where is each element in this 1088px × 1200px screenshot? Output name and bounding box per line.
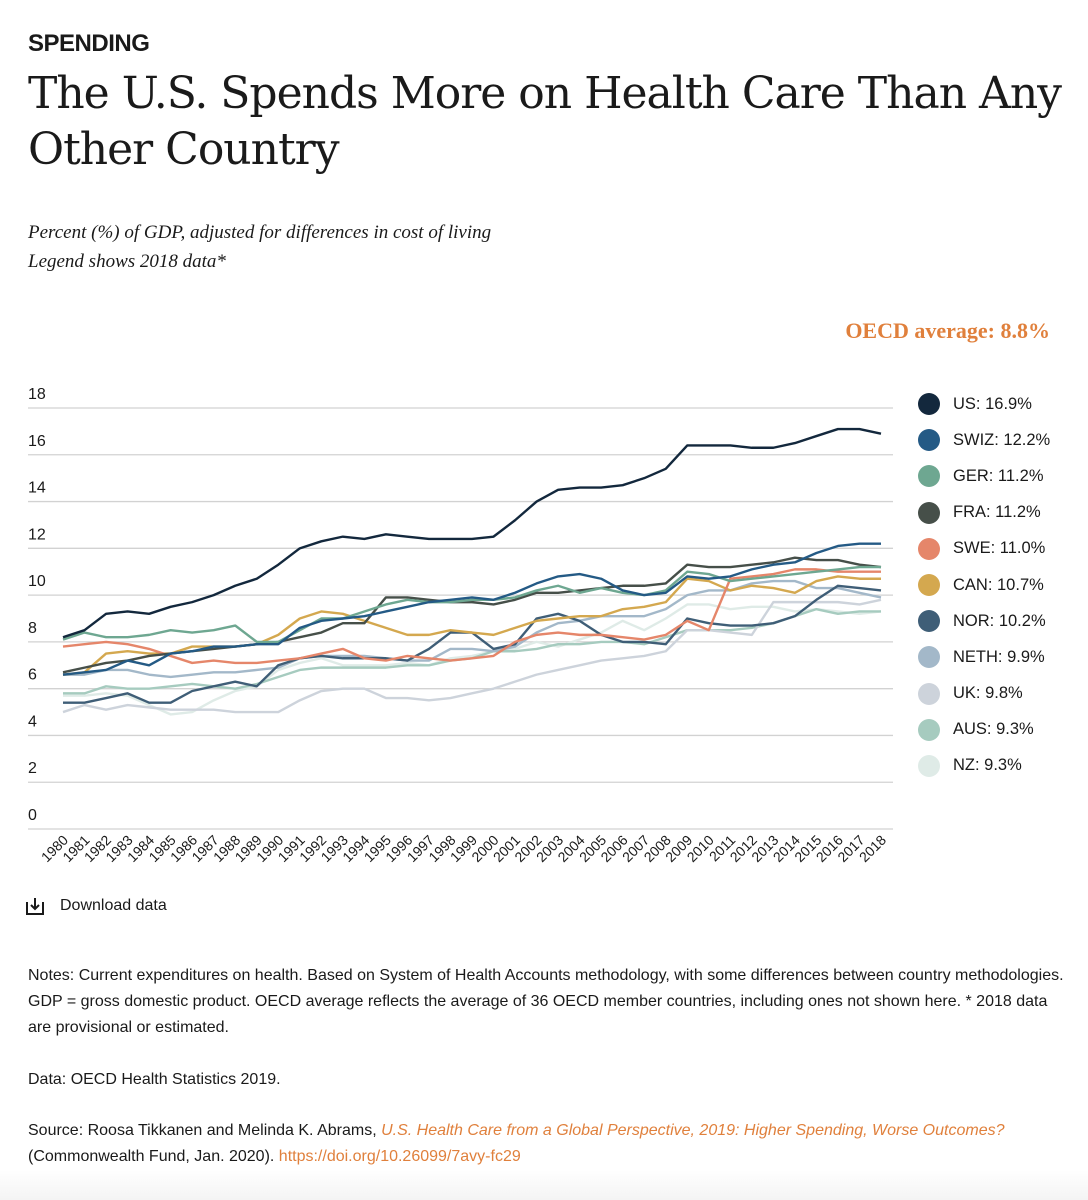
legend-swatch (918, 610, 940, 633)
chart-subtitle: Percent (%) of GDP, adjusted for differe… (28, 222, 492, 243)
series-line-us (62, 427, 882, 639)
legend-swatch (918, 646, 940, 669)
y-tick-label: 4 (28, 713, 37, 730)
legend-label: GER: 11.2% (953, 466, 1044, 485)
section-kicker: SPENDING (28, 30, 150, 57)
series-line-swiz (62, 542, 881, 676)
legend-item-uk: UK: 9.8% (918, 676, 1050, 712)
legend-item-us: US: 16.9% (918, 386, 1050, 422)
series-line-ger (62, 565, 881, 644)
legend-item-swiz: SWIZ: 12.2% (918, 422, 1050, 458)
y-tick-label: 10 (28, 573, 46, 590)
legend-swatch (918, 537, 940, 560)
source-middle: (Commonwealth Fund, Jan. 2020). (28, 1148, 279, 1165)
download-icon (26, 898, 44, 915)
y-tick-label: 16 (28, 433, 46, 450)
series-line-nz (63, 603, 882, 716)
data-source: Data: OECD Health Statistics 2019. (28, 1071, 281, 1088)
y-tick-label: 2 (28, 760, 37, 777)
doi-link[interactable]: https://doi.org/10.26099/7avy-fc29 (278, 1148, 521, 1165)
legend-label: CAN: 10.7% (953, 575, 1044, 594)
legend-label: NETH: 9.9% (953, 647, 1045, 666)
download-data-label: Download data (60, 897, 167, 914)
legend-item-fra: FRA: 11.2% (918, 495, 1050, 531)
series-line-uk (62, 598, 882, 714)
legend-swatch (918, 465, 940, 488)
series-line-neth (63, 579, 882, 679)
oecd-average: OECD average: 8.8% (845, 318, 1050, 343)
line-chart: 0246810121416181980198119821983198419851… (28, 386, 893, 865)
legend-swatch (918, 393, 940, 416)
notes: Notes: Current expenditures on health. B… (28, 967, 1064, 1036)
y-tick-label: 12 (28, 526, 46, 543)
legend-item-aus: AUS: 9.3% (918, 712, 1050, 748)
source-prefix: Source: Roosa Tikkanen and Melinda K. Ab… (28, 1122, 382, 1139)
y-tick-label: 0 (28, 807, 37, 824)
legend-label: AUS: 9.3% (953, 720, 1034, 739)
legend-label: NOR: 10.2% (953, 611, 1046, 630)
legend-swatch (918, 574, 940, 597)
y-tick-label: 18 (28, 386, 46, 403)
legend-label: SWIZ: 12.2% (953, 430, 1051, 449)
chart-legend: US: 16.9% SWIZ: 12.2% GER: 11.2% FRA: 11.2%… (918, 386, 1050, 784)
legend-item-swe: SWE: 11.0% (918, 531, 1050, 567)
series-line-swe (62, 568, 881, 665)
series-line-can (62, 575, 881, 676)
y-tick-label: 6 (28, 667, 37, 684)
y-tick-label: 8 (28, 620, 37, 637)
footer-shade (0, 1170, 1088, 1200)
download-data-button[interactable]: Download data (26, 897, 167, 915)
legend-swatch (918, 501, 940, 524)
legend-item-nz: NZ: 9.3% (918, 748, 1050, 784)
legend-label: FRA: 11.2% (953, 503, 1041, 522)
chart-title: The U.S. Spends More on Health Care Than… (28, 68, 1062, 175)
legend-label: NZ: 9.3% (953, 756, 1022, 775)
legend-item-can: CAN: 10.7% (918, 567, 1050, 603)
source-citation: Source: Roosa Tikkanen and Melinda K. Ab… (28, 1118, 1068, 1170)
legend-item-neth: NETH: 9.9% (918, 639, 1050, 675)
legend-item-nor: NOR: 10.2% (918, 603, 1050, 639)
legend-swatch (918, 718, 940, 741)
report-link[interactable]: U.S. Health Care from a Global Perspecti… (381, 1122, 1005, 1139)
legend-swatch (918, 429, 940, 452)
legend-label: US: 16.9% (953, 394, 1032, 413)
chart-subtitle-legend-note: Legend shows 2018 data* (28, 251, 226, 272)
legend-item-ger: GER: 11.2% (918, 458, 1050, 494)
legend-label: UK: 9.8% (953, 684, 1023, 703)
y-tick-label: 14 (28, 480, 46, 497)
legend-swatch (918, 682, 940, 705)
legend-swatch (918, 754, 940, 777)
legend-label: SWE: 11.0% (953, 539, 1046, 558)
